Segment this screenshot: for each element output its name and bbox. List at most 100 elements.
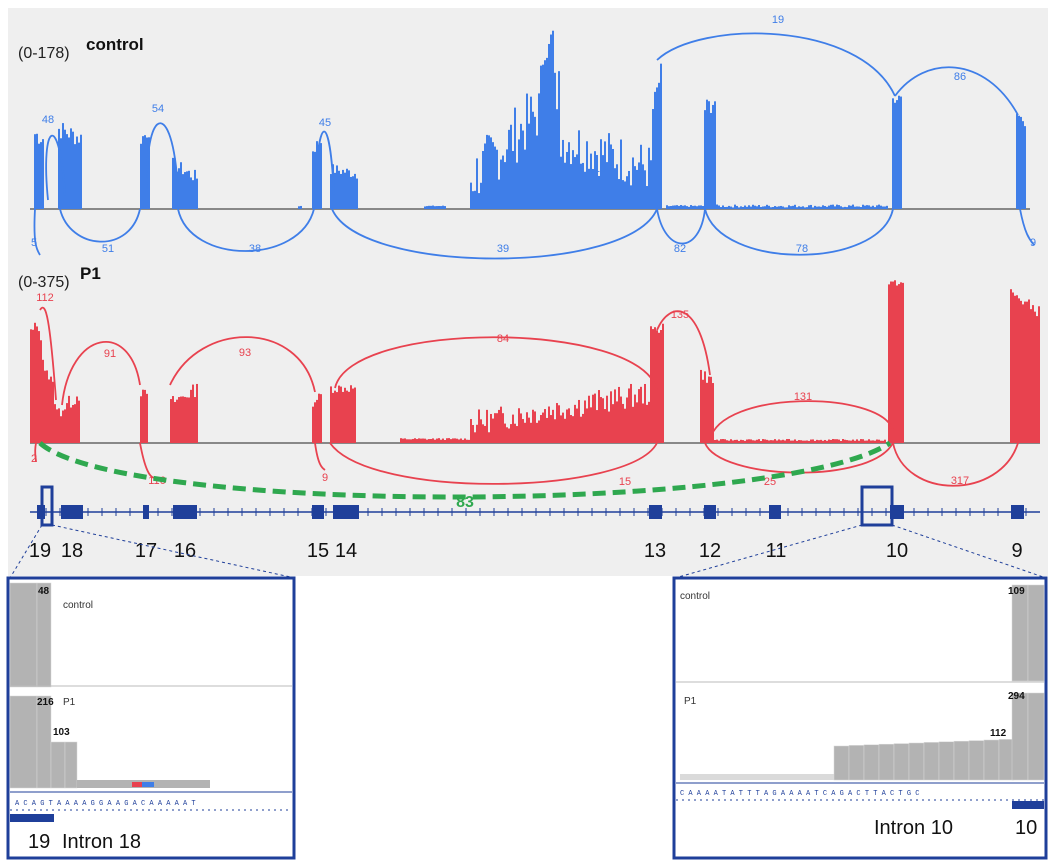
coverage-bar	[330, 174, 332, 209]
coverage-bar	[898, 284, 900, 443]
coverage-bar	[544, 60, 546, 210]
coverage-bar	[530, 96, 532, 209]
coverage-bar	[600, 139, 602, 209]
coverage-bar	[626, 397, 628, 443]
zoom-left-exon-label: 19	[28, 831, 50, 853]
coverage-bar	[64, 409, 66, 443]
coverage-bar	[638, 162, 640, 209]
coverage-bar	[50, 376, 52, 443]
coverage-bar	[440, 439, 442, 443]
coverage-bar	[452, 438, 454, 443]
coverage-bar	[836, 439, 838, 443]
coverage-bar	[180, 396, 182, 443]
control-count-label: 9	[1030, 237, 1036, 249]
coverage-bar	[556, 403, 558, 443]
coverage-bar	[624, 181, 626, 209]
coverage-bar	[816, 206, 818, 209]
coverage-bar	[598, 175, 600, 209]
coverage-bar	[46, 370, 48, 443]
coverage-bar	[490, 413, 492, 443]
coverage-bar	[860, 207, 862, 209]
coverage-bar	[878, 204, 880, 209]
coverage-bar	[860, 439, 862, 443]
coverage-bar	[194, 169, 196, 209]
coverage-bar	[436, 438, 438, 443]
coverage-bar	[806, 440, 808, 443]
coverage-bar	[78, 142, 80, 209]
coverage-bar	[824, 206, 826, 209]
coverage-bar	[40, 340, 42, 443]
coverage-bar	[608, 411, 610, 443]
coverage-bar	[886, 205, 888, 209]
zoom-right-p1-bar	[833, 745, 850, 781]
zoom-left-control-value: 48	[38, 586, 50, 597]
coverage-bar	[542, 64, 544, 209]
coverage-bar	[56, 409, 58, 443]
coverage-bar	[686, 206, 688, 209]
coverage-bar	[626, 176, 628, 209]
coverage-bar	[314, 402, 316, 443]
coverage-bar	[736, 205, 738, 209]
coverage-bar	[766, 204, 768, 209]
coverage-bar	[438, 206, 440, 209]
zoom-right-control-bar	[1011, 584, 1029, 682]
coverage-bar	[60, 138, 62, 209]
coverage-bar	[44, 370, 46, 443]
zoom-right-control-label: control	[680, 591, 710, 602]
coverage-bar	[142, 136, 144, 209]
exon-18	[61, 505, 83, 519]
coverage-bar	[606, 162, 608, 209]
coverage-bar	[794, 204, 796, 209]
coverage-bar	[532, 409, 534, 443]
coverage-bar	[830, 439, 832, 443]
zoom-left-p1-mid-value: 103	[53, 727, 70, 738]
coverage-bar	[890, 281, 892, 443]
coverage-bar	[746, 439, 748, 443]
p1-count-label: 317	[951, 475, 969, 487]
highlight-box-left	[40, 485, 54, 527]
coverage-bar	[574, 404, 576, 443]
coverage-bar	[446, 438, 448, 443]
coverage-bar	[636, 169, 638, 209]
coverage-bar	[662, 323, 664, 443]
coverage-bar	[726, 440, 728, 443]
coverage-bar	[900, 96, 902, 209]
zoom-connector-lines	[9, 524, 1047, 579]
coverage-bar	[558, 405, 560, 443]
coverage-bar	[528, 417, 530, 443]
exon-14	[333, 505, 359, 519]
coverage-bar	[148, 137, 150, 209]
coverage-bar	[732, 440, 734, 443]
coverage-bar	[578, 399, 580, 443]
coverage-bar	[876, 205, 878, 209]
coverage-bar	[660, 330, 662, 443]
coverage-bar	[590, 153, 592, 209]
coverage-bar	[742, 440, 744, 443]
coverage-bar	[706, 99, 708, 209]
coverage-bar	[336, 165, 338, 209]
coverage-bar	[1010, 289, 1012, 443]
coverage-bar	[1024, 126, 1026, 209]
coverage-bar	[740, 206, 742, 209]
coverage-bar	[140, 396, 142, 443]
zoom-right-p1-bar	[878, 743, 895, 781]
coverage-bar	[316, 399, 318, 443]
coverage-bar	[618, 386, 620, 443]
p1-count-label: 112	[36, 292, 54, 304]
coverage-bar	[460, 438, 462, 443]
zoom-right-p1-bar	[1027, 692, 1045, 781]
coverage-bar	[412, 438, 414, 443]
coverage-bar	[462, 439, 464, 443]
zoom-right-p1-bar	[908, 742, 925, 781]
coverage-bar	[636, 402, 638, 443]
gene-model: 19 18 17 16 15 14 13 12 11 10 9	[9, 485, 1047, 579]
coverage-bar	[774, 439, 776, 443]
coverage-bar	[426, 439, 428, 443]
p1-range-label: (0-375)	[18, 274, 70, 291]
coverage-bar	[628, 170, 630, 209]
coverage-bar	[36, 326, 38, 443]
coverage-bar	[812, 207, 814, 209]
coverage-bar	[666, 205, 668, 209]
coverage-bar	[400, 438, 402, 443]
